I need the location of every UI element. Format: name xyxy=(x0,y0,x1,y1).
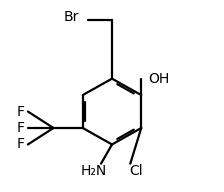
Text: H₂N: H₂N xyxy=(81,164,107,178)
Text: F: F xyxy=(16,137,24,151)
Text: F: F xyxy=(16,104,24,118)
Text: Cl: Cl xyxy=(129,164,143,178)
Text: F: F xyxy=(16,121,24,135)
Text: Br: Br xyxy=(64,10,79,24)
Text: OH: OH xyxy=(149,72,170,86)
